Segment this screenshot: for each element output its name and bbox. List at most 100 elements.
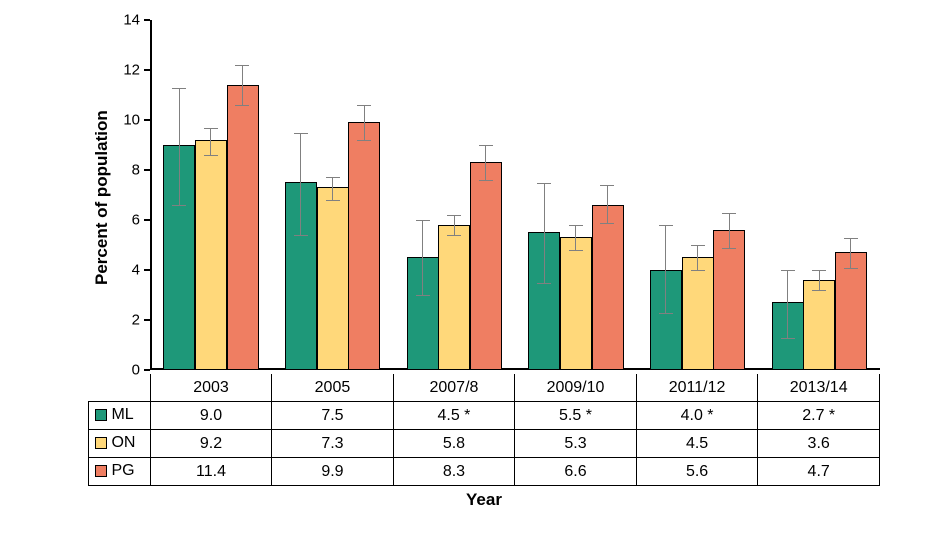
error-bar bbox=[242, 65, 243, 105]
table-cell: 7.3 bbox=[272, 430, 393, 458]
error-bar bbox=[422, 220, 423, 295]
error-bar bbox=[607, 185, 608, 223]
error-bar bbox=[850, 238, 851, 268]
error-bar-cap bbox=[357, 105, 371, 106]
chart-bar bbox=[438, 225, 470, 370]
chart-plot-area bbox=[150, 20, 880, 370]
x-category-cell: 2005 bbox=[272, 374, 393, 402]
error-bar bbox=[332, 177, 333, 200]
error-bar-cap bbox=[416, 295, 430, 296]
chart-bar bbox=[285, 182, 317, 370]
chart-bar bbox=[803, 280, 835, 370]
table-cell: 11.4 bbox=[150, 458, 271, 486]
error-bar-cap bbox=[691, 245, 705, 246]
table-cell: 5.3 bbox=[515, 430, 637, 458]
error-bar-cap bbox=[172, 88, 186, 89]
table-cell: 7.5 bbox=[272, 402, 393, 430]
error-bar-cap bbox=[812, 270, 826, 271]
table-cell: 9.0 bbox=[150, 402, 271, 430]
table-cell: 9.9 bbox=[272, 458, 393, 486]
error-bar-cap bbox=[357, 140, 371, 141]
error-bar-cap bbox=[172, 205, 186, 206]
table-cell: 4.0 * bbox=[636, 402, 758, 430]
error-bar-cap bbox=[479, 145, 493, 146]
chart-bar bbox=[470, 162, 502, 370]
table-cell: 4.7 bbox=[758, 458, 880, 486]
x-category-cell: 2013/14 bbox=[758, 374, 880, 402]
legend-label: ML bbox=[107, 406, 134, 423]
error-bar-cap bbox=[447, 215, 461, 216]
x-category-cell: 2011/12 bbox=[636, 374, 758, 402]
error-bar-cap bbox=[569, 225, 583, 226]
error-bar-cap bbox=[235, 105, 249, 106]
y-axis-title: Percent of population bbox=[92, 110, 112, 285]
chart-bar bbox=[682, 257, 714, 370]
y-tick-mark bbox=[144, 19, 150, 21]
table-cell: 2.7 * bbox=[758, 402, 880, 430]
error-bar-cap bbox=[537, 283, 551, 284]
error-bar-cap bbox=[479, 180, 493, 181]
table-cell: 5.5 * bbox=[515, 402, 637, 430]
error-bar-cap bbox=[691, 270, 705, 271]
y-tick-label: 2 bbox=[110, 312, 140, 329]
y-tick-mark bbox=[144, 69, 150, 71]
table-corner-cell bbox=[89, 374, 151, 402]
table-cell: 9.2 bbox=[150, 430, 271, 458]
error-bar-cap bbox=[781, 338, 795, 339]
legend-cell: PG bbox=[89, 458, 151, 486]
x-axis-title: Year bbox=[88, 490, 880, 510]
legend-swatch bbox=[95, 437, 107, 449]
y-tick-mark bbox=[144, 119, 150, 121]
y-tick-label: 6 bbox=[110, 212, 140, 229]
chart-bar bbox=[592, 205, 624, 370]
error-bar-cap bbox=[294, 133, 308, 134]
chart-bar bbox=[407, 257, 439, 370]
error-bar-cap bbox=[812, 290, 826, 291]
error-bar bbox=[544, 183, 545, 283]
error-bar-cap bbox=[781, 270, 795, 271]
y-tick-mark bbox=[144, 369, 150, 371]
error-bar bbox=[819, 270, 820, 290]
error-bar-cap bbox=[659, 313, 673, 314]
error-bar bbox=[787, 270, 788, 338]
chart-bar bbox=[772, 302, 804, 370]
error-bar-cap bbox=[447, 235, 461, 236]
error-bar-cap bbox=[600, 223, 614, 224]
error-bar-cap bbox=[204, 155, 218, 156]
legend-swatch bbox=[95, 409, 107, 421]
error-bar bbox=[485, 145, 486, 180]
y-tick-label: 14 bbox=[110, 12, 140, 29]
error-bar-cap bbox=[722, 213, 736, 214]
error-bar-cap bbox=[722, 248, 736, 249]
table-cell: 4.5 bbox=[636, 430, 758, 458]
error-bar bbox=[179, 88, 180, 206]
data-table: 200320052007/82009/102011/122013/14 ML9.… bbox=[88, 374, 880, 486]
error-bar-cap bbox=[659, 225, 673, 226]
x-category-cell: 2003 bbox=[150, 374, 271, 402]
error-bar bbox=[364, 105, 365, 140]
x-category-cell: 2009/10 bbox=[515, 374, 637, 402]
error-bar-cap bbox=[844, 268, 858, 269]
x-axis-line bbox=[150, 368, 880, 370]
table-cell: 3.6 bbox=[758, 430, 880, 458]
y-tick-label: 4 bbox=[110, 262, 140, 279]
chart-bar bbox=[195, 140, 227, 370]
error-bar bbox=[300, 133, 301, 236]
error-bar-cap bbox=[326, 200, 340, 201]
y-tick-mark bbox=[144, 269, 150, 271]
table-cell: 5.8 bbox=[393, 430, 515, 458]
chart-bar bbox=[227, 85, 259, 370]
table-cell: 4.5 * bbox=[393, 402, 515, 430]
error-bar bbox=[575, 225, 576, 250]
error-bar-cap bbox=[569, 250, 583, 251]
legend-label: ON bbox=[107, 434, 135, 451]
table-cell: 6.6 bbox=[515, 458, 637, 486]
error-bar bbox=[697, 245, 698, 270]
error-bar-cap bbox=[326, 177, 340, 178]
legend-label: PG bbox=[107, 462, 135, 479]
legend-cell: ML bbox=[89, 402, 151, 430]
legend-swatch bbox=[95, 465, 107, 477]
error-bar-cap bbox=[600, 185, 614, 186]
chart-bar bbox=[317, 187, 349, 370]
legend-cell: ON bbox=[89, 430, 151, 458]
